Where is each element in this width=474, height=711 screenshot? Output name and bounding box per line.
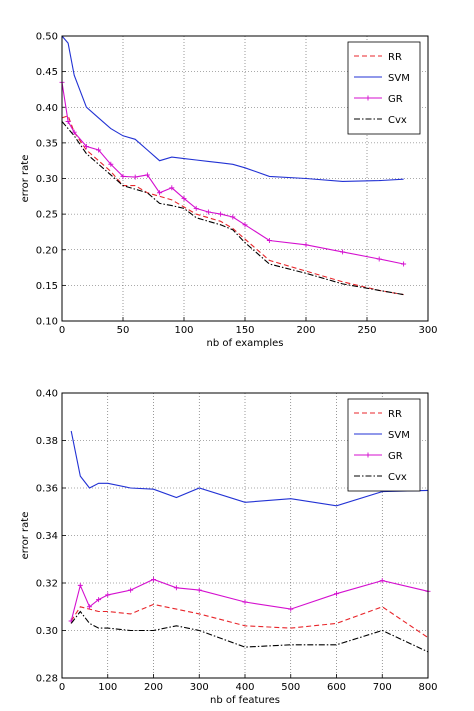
y-tick-label: 0.30 <box>36 174 58 185</box>
series-point-gr <box>120 173 126 179</box>
chart-error-vs-examples: 0 50 100 150 200 250 300 0.10 0.15 0.20 0.25 0.30 0.… <box>20 32 438 350</box>
series-point-gr <box>193 205 199 211</box>
x-tick-label: 300 <box>418 325 437 336</box>
series-point-gr <box>128 587 134 593</box>
y-tick-label: 0.50 <box>36 32 58 43</box>
legend: RR SVM GR Cvx <box>347 398 421 492</box>
y-tick-label: 0.32 <box>36 579 58 590</box>
series-point-gr <box>173 585 179 591</box>
plot-frame <box>61 35 429 322</box>
y-axis-label: error rate <box>20 512 31 560</box>
x-tick-label: 150 <box>235 325 254 336</box>
y-tick-label: 0.10 <box>36 317 58 328</box>
x-tick-label: 0 <box>59 682 65 693</box>
series-point-gr <box>242 222 248 228</box>
plot-frame <box>61 392 429 679</box>
legend-label-gr: GR <box>388 451 403 462</box>
x-tick-label: 100 <box>174 325 193 336</box>
series-point-gr <box>376 256 382 262</box>
series-point-gr <box>218 211 224 217</box>
series-point-gr <box>242 599 248 605</box>
series-line-rr <box>61 115 404 296</box>
x-axis-label: nb of examples <box>207 338 284 349</box>
legend-label-gr: GR <box>388 94 403 105</box>
series-line-gr <box>61 82 404 265</box>
series-point-gr <box>205 209 211 215</box>
y-tick-label: 0.25 <box>36 210 58 221</box>
series-line-gr <box>70 578 429 622</box>
series-point-gr <box>181 195 187 201</box>
legend-label-cvx: Cvx <box>388 472 407 483</box>
series-point-gr <box>169 185 175 191</box>
legend-marker-gr <box>365 95 371 101</box>
y-tick-label: 0.40 <box>36 103 58 114</box>
series-point-gr <box>71 129 77 135</box>
series-point-gr <box>379 578 385 584</box>
series-point-gr <box>334 591 339 597</box>
legend: RR SVM GR Cvx <box>347 41 421 135</box>
x-tick-label: 300 <box>190 682 209 693</box>
y-tick-label: 0.28 <box>36 674 58 685</box>
x-tick-label: 500 <box>281 682 300 693</box>
series-point-gr <box>230 214 236 220</box>
x-tick-label: 400 <box>235 682 254 693</box>
series-point-gr <box>196 587 202 593</box>
y-tick-label: 0.40 <box>36 389 58 400</box>
series-point-gr <box>83 143 89 149</box>
x-tick-label: 200 <box>296 325 315 336</box>
series-point-gr <box>96 597 102 603</box>
series-line-rr <box>70 603 429 639</box>
x-tick-label: 250 <box>357 325 376 336</box>
series-point-gr <box>340 249 346 255</box>
legend-marker-gr <box>365 452 371 458</box>
y-tick-label: 0.36 <box>36 484 58 495</box>
legend-label-svm: SVM <box>388 73 410 84</box>
x-tick-label: 600 <box>327 682 346 693</box>
y-tick-label: 0.38 <box>36 436 58 447</box>
series-point-gr <box>266 237 272 243</box>
x-tick-label: 700 <box>373 682 392 693</box>
series-point-gr <box>401 261 407 267</box>
y-tick-label: 0.30 <box>36 626 58 637</box>
y-tick-label: 0.45 <box>36 67 58 78</box>
series-point-gr <box>86 604 92 610</box>
x-tick-label: 100 <box>98 682 117 693</box>
y-tick-label: 0.20 <box>36 245 58 256</box>
x-tick-label: 200 <box>144 682 163 693</box>
series-line-svm <box>70 430 429 507</box>
series-point-gr <box>96 147 102 153</box>
series-point-gr <box>157 190 163 196</box>
y-tick-label: 0.15 <box>36 281 58 292</box>
x-tick-label: 50 <box>117 325 130 336</box>
series-line-cvx <box>61 121 404 296</box>
legend-label-svm: SVM <box>388 430 410 441</box>
series-point-gr <box>105 592 111 598</box>
legend-label-rr: RR <box>388 409 402 420</box>
series-point-gr <box>144 172 150 178</box>
legend-label-rr: RR <box>388 52 402 63</box>
x-tick-label: 800 <box>418 682 437 693</box>
y-tick-label: 0.34 <box>36 531 58 542</box>
x-tick-label: 0 <box>59 325 65 336</box>
series-line-svm <box>61 35 404 182</box>
y-axis-label: error rate <box>20 155 31 203</box>
series-line-cvx <box>70 610 429 653</box>
series-point-gr <box>288 606 294 612</box>
legend-label-cvx: Cvx <box>388 115 407 126</box>
series-point-gr <box>108 161 114 167</box>
series-point-gr <box>65 119 71 124</box>
x-axis-label: nb of features <box>210 695 280 706</box>
series-point-gr <box>132 174 138 180</box>
y-tick-label: 0.35 <box>36 138 58 149</box>
chart-error-vs-features: 0 100 200 300 400 500 600 700 800 0.28 0.30 0.32 0.3… <box>20 389 438 707</box>
series-point-gr <box>151 576 156 582</box>
series-point-gr <box>303 242 309 248</box>
series-point-gr <box>77 582 83 588</box>
